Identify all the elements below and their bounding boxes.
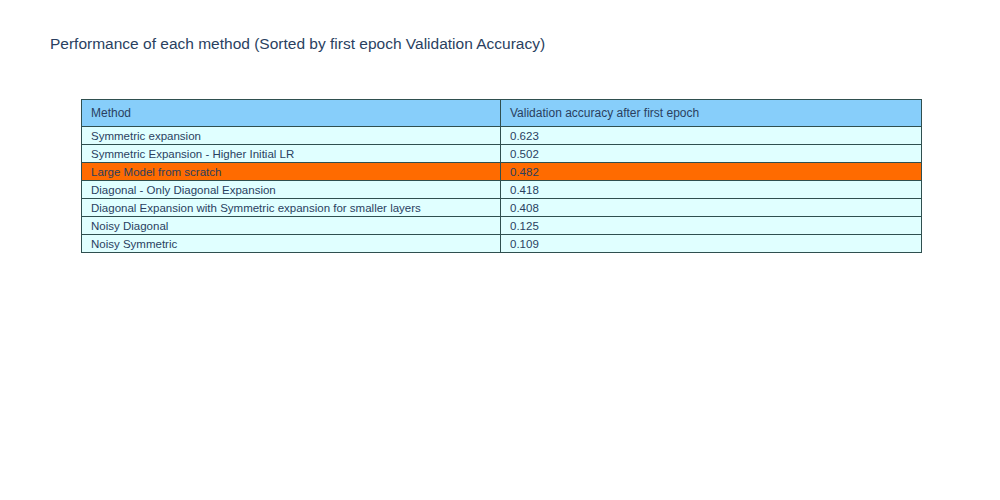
method-cell: Symmetric expansion <box>82 127 501 145</box>
table-header-row: Method Validation accuracy after first e… <box>82 100 922 127</box>
table-row: Noisy Diagonal 0.125 <box>82 217 922 235</box>
accuracy-cell: 0.125 <box>501 217 922 235</box>
results-table: Method Validation accuracy after first e… <box>81 99 922 253</box>
table-row: Diagonal Expansion with Symmetric expans… <box>82 199 922 217</box>
chart-title: Performance of each method (Sorted by fi… <box>50 35 545 53</box>
table-row: Large Model from scratch 0.482 <box>82 163 922 181</box>
method-cell: Symmetric Expansion - Higher Initial LR <box>82 145 501 163</box>
accuracy-cell: 0.482 <box>501 163 922 181</box>
table-body: Symmetric expansion 0.623 Symmetric Expa… <box>82 127 922 253</box>
accuracy-cell: 0.418 <box>501 181 922 199</box>
table-row: Symmetric Expansion - Higher Initial LR … <box>82 145 922 163</box>
method-cell: Diagonal - Only Diagonal Expansion <box>82 181 501 199</box>
column-header-method: Method <box>82 100 501 127</box>
method-cell: Noisy Symmetric <box>82 235 501 253</box>
table-row: Noisy Symmetric 0.109 <box>82 235 922 253</box>
accuracy-cell: 0.408 <box>501 199 922 217</box>
method-cell: Noisy Diagonal <box>82 217 501 235</box>
column-header-accuracy: Validation accuracy after first epoch <box>501 100 922 127</box>
accuracy-cell: 0.109 <box>501 235 922 253</box>
accuracy-cell: 0.502 <box>501 145 922 163</box>
method-cell: Large Model from scratch <box>82 163 501 181</box>
accuracy-cell: 0.623 <box>501 127 922 145</box>
table-row: Symmetric expansion 0.623 <box>82 127 922 145</box>
method-cell: Diagonal Expansion with Symmetric expans… <box>82 199 501 217</box>
table-row: Diagonal - Only Diagonal Expansion 0.418 <box>82 181 922 199</box>
table-header: Method Validation accuracy after first e… <box>82 100 922 127</box>
